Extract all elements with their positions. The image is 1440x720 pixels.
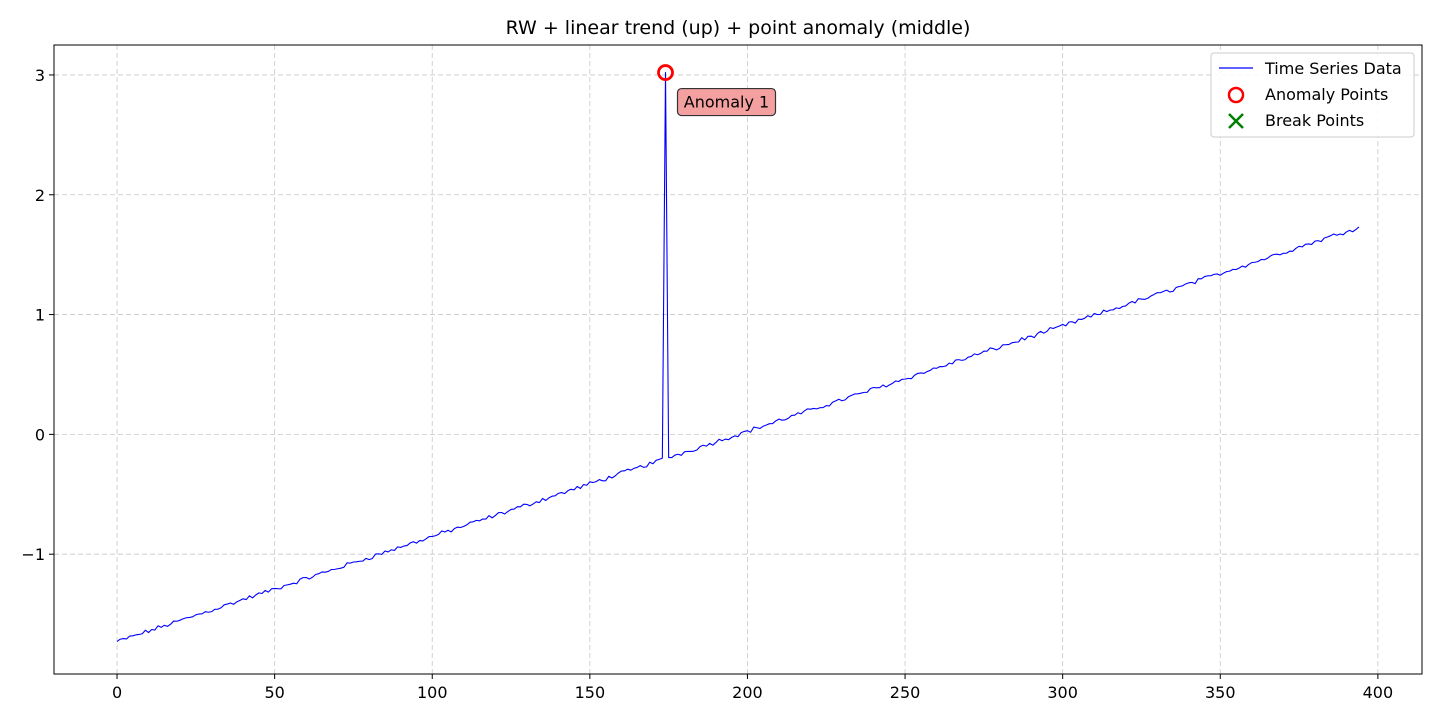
y-tick-label: 1 — [35, 306, 45, 325]
y-tick-label: −1 — [21, 545, 45, 564]
x-tick-label: 250 — [890, 683, 921, 702]
legend: Time Series Data Anomaly Points Break Po… — [1210, 52, 1415, 138]
legend-label-anomaly: Anomaly Points — [1265, 85, 1388, 104]
x-tick-label: 100 — [417, 683, 448, 702]
y-tick-label: 3 — [35, 66, 45, 85]
x-tick-label: 200 — [732, 683, 763, 702]
y-tick-label: 2 — [35, 186, 45, 205]
x-tick-label: 350 — [1205, 683, 1236, 702]
legend-label-series: Time Series Data — [1264, 59, 1402, 78]
legend-label-break: Break Points — [1265, 111, 1364, 130]
legend-break-marker — [1228, 113, 1244, 129]
x-tick-label: 150 — [575, 683, 606, 702]
grid-horizontal-lines — [54, 74, 1422, 555]
anomaly-label: Anomaly 1 — [684, 93, 769, 112]
anomaly-group: Anomaly 1 — [657, 64, 777, 117]
y-axis-ticks: −1 0 1 2 3 — [21, 66, 54, 564]
y-tick-label: 0 — [35, 425, 45, 444]
legend-box — [1210, 52, 1415, 138]
legend-anomaly-marker — [1227, 86, 1245, 104]
anomaly-point-marker — [657, 64, 674, 81]
series-group — [116, 72, 1360, 642]
x-tick-label: 50 — [264, 683, 284, 702]
anomaly-label-box — [676, 87, 777, 117]
chart-title: RW + linear trend (up) + point anomaly (… — [506, 17, 971, 39]
x-axis-ticks: 0 50 100 150 200 250 300 350 400 — [112, 674, 1393, 702]
series-line-time-series-data — [116, 72, 1360, 642]
x-tick-label: 0 — [112, 683, 122, 702]
x-tick-label: 300 — [1047, 683, 1078, 702]
grid-vertical-lines — [116, 45, 1379, 674]
x-tick-label: 400 — [1363, 683, 1394, 702]
plot-area-frame — [53, 44, 1423, 675]
